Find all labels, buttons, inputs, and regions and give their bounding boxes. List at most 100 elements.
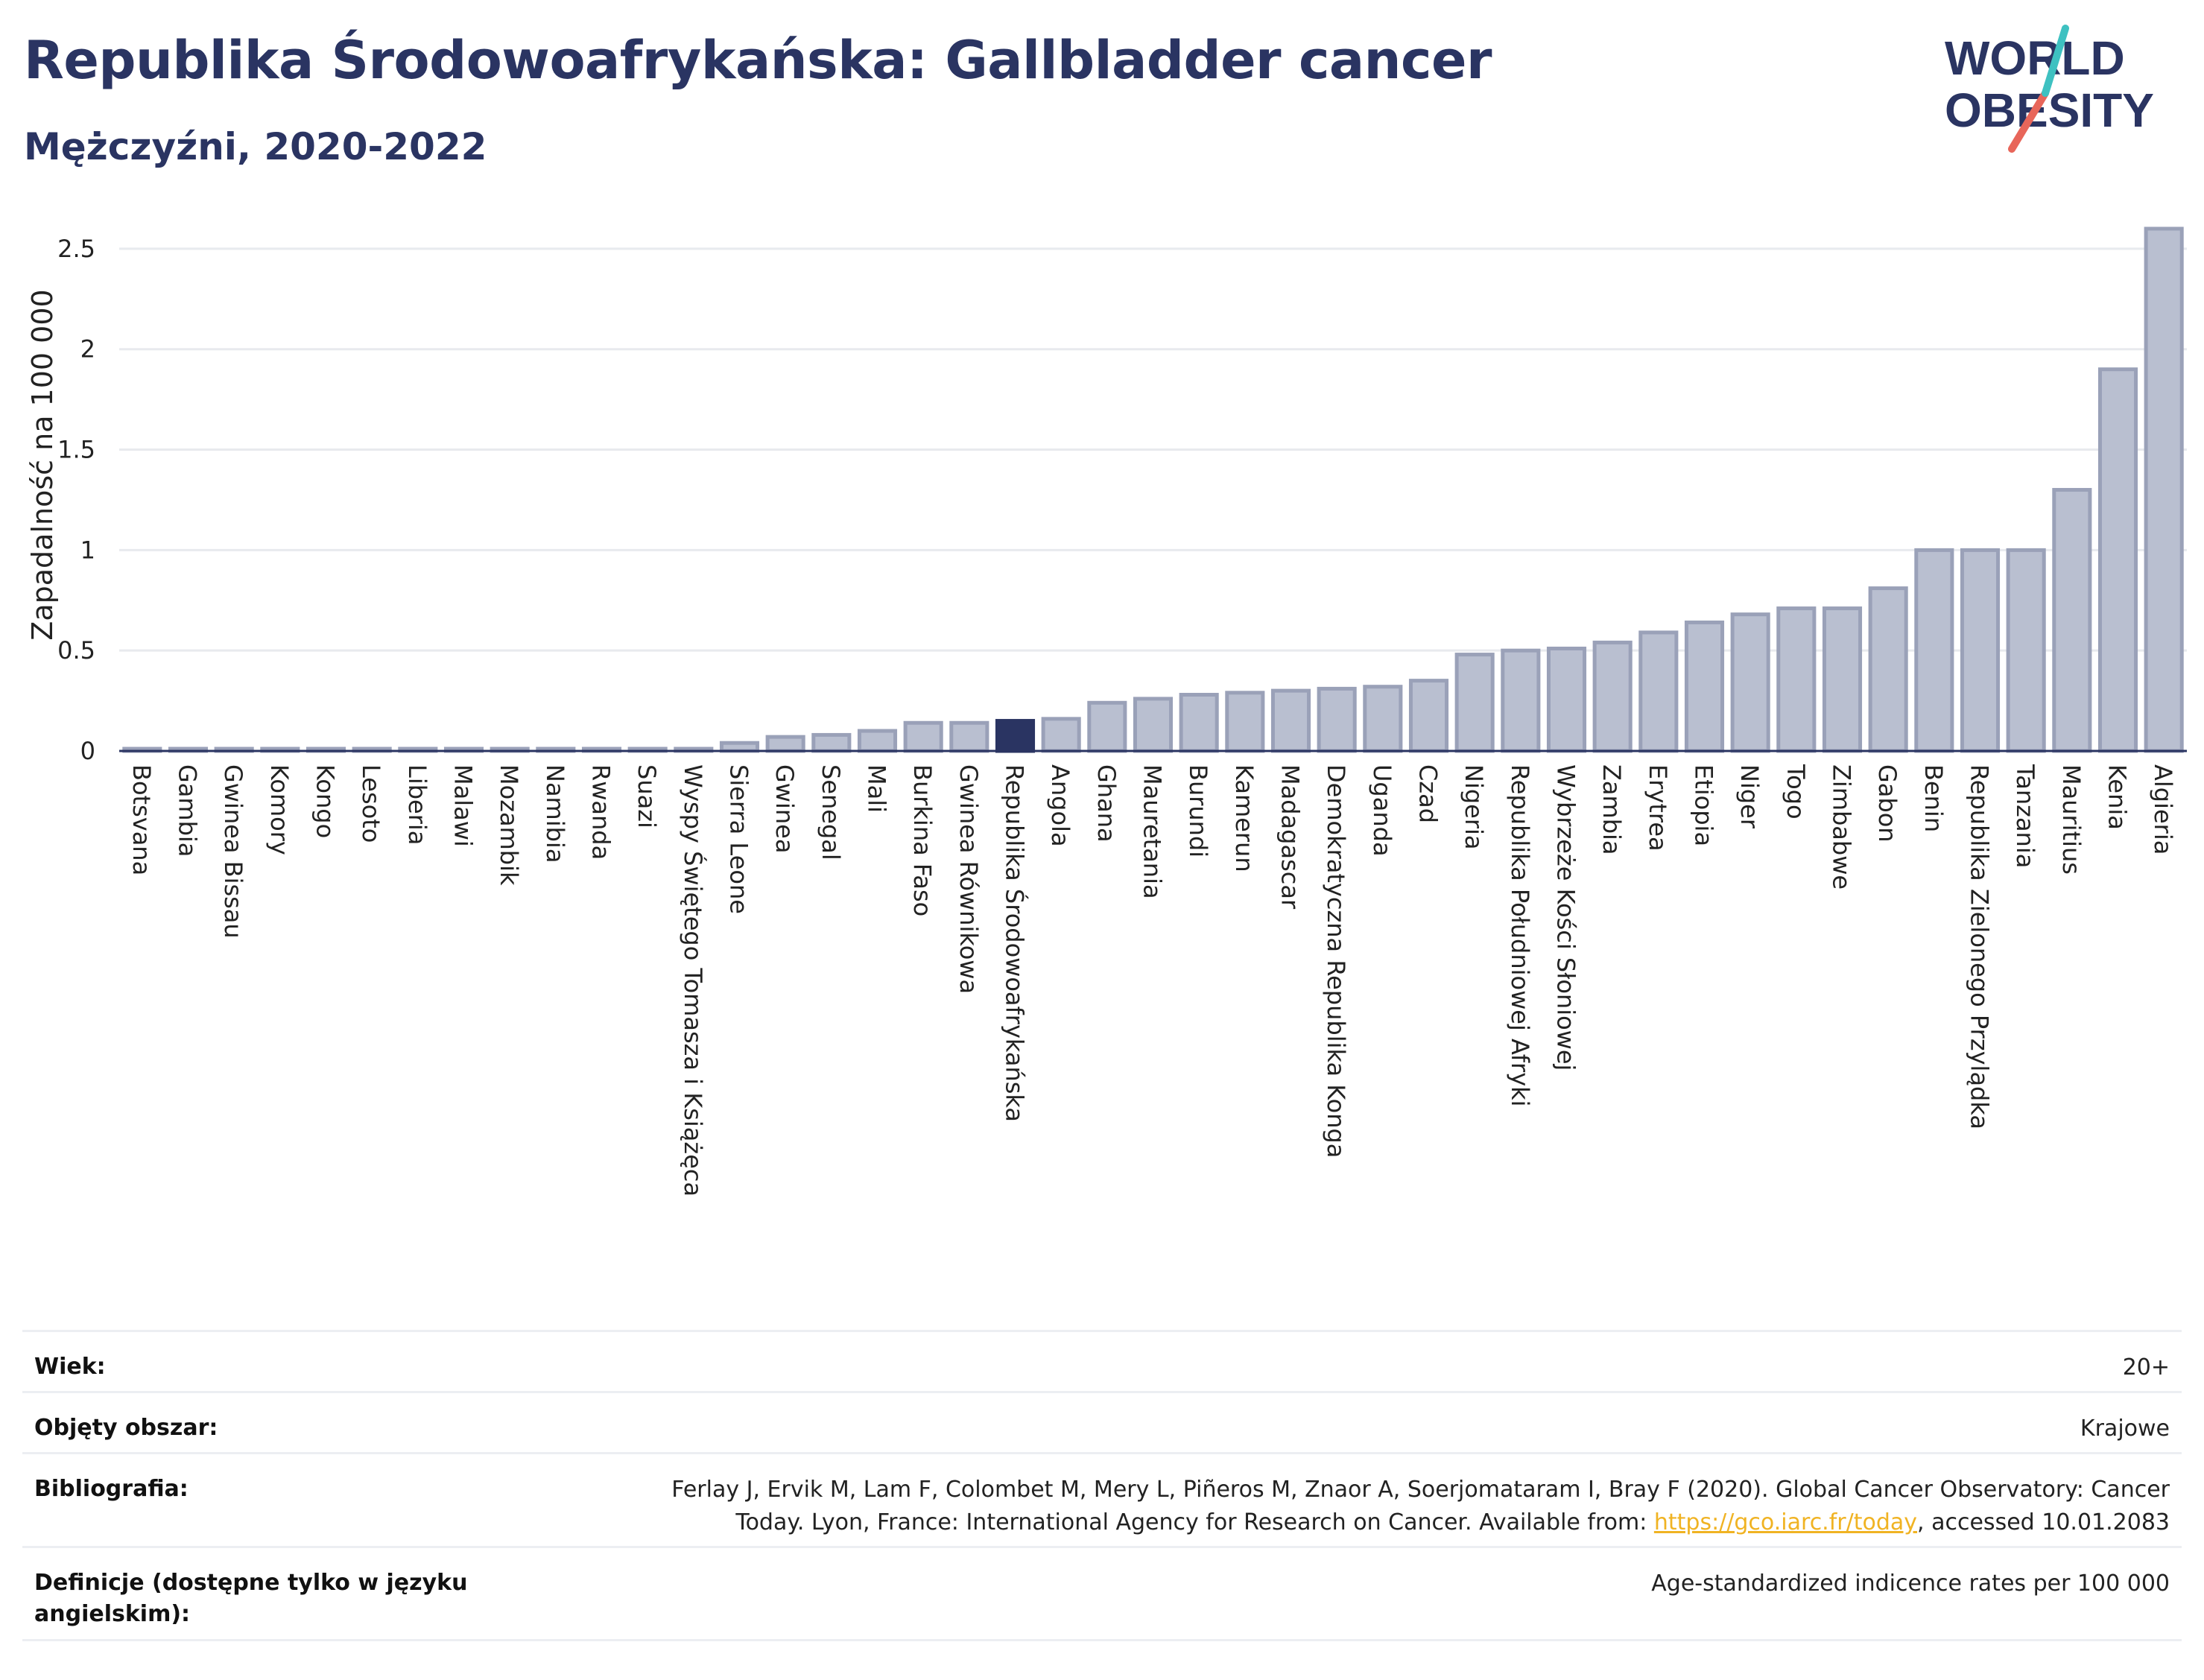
- bar: [1730, 612, 1770, 753]
- meta-row-definitions: Definicje (dostępne tylko w języku angie…: [22, 1546, 2182, 1641]
- bar-chart: 0 0.5 1 1.5 2 2.5 Zapadalność na 100 000 Botsva…: [26, 226, 2187, 1196]
- bar: [1776, 606, 1817, 753]
- x-tick-label: Algieria: [2149, 764, 2177, 855]
- bar: [2052, 487, 2092, 753]
- bar: [1133, 697, 1174, 753]
- x-tick-label: Mali: [863, 764, 891, 813]
- x-tick-label: Lesoto: [357, 764, 385, 843]
- bibliography-link[interactable]: https://gco.iarc.fr/today: [1653, 1509, 1918, 1535]
- x-tick-label: Republika Południowej Afryki: [1506, 764, 1534, 1107]
- bar: [1363, 685, 1403, 753]
- x-tick-label: Republika Zielonego Przylądka: [1966, 764, 1994, 1129]
- definitions-label: Definicje (dostępne tylko w języku angie…: [34, 1570, 468, 1627]
- x-tick-label: Zambia: [1597, 764, 1626, 855]
- definitions-value: Age-standardized indicence rates per 100…: [1651, 1570, 2170, 1597]
- bar: [1270, 688, 1311, 753]
- logo-slash-red: [2008, 89, 2049, 153]
- x-tick-label: Wybrzeże Kości Słoniowej: [1552, 764, 1580, 1071]
- bar: [857, 729, 898, 753]
- x-tick-label: Demokratyczna Republika Konga: [1322, 764, 1350, 1158]
- x-tick-label: Zimbabwe: [1828, 764, 1856, 890]
- x-tick-label: Etiopia: [1690, 764, 1718, 846]
- x-tick-label: Uganda: [1368, 764, 1396, 857]
- bar: [1960, 548, 2001, 753]
- x-tick-label: Niger: [1735, 764, 1764, 829]
- bar: [1501, 648, 1541, 753]
- bar: [1546, 646, 1587, 753]
- x-tick-label: Botsvana: [127, 764, 156, 875]
- x-tick-label: Gambia: [174, 764, 202, 857]
- bar: [1041, 717, 1081, 753]
- y-tick-label: 0: [80, 737, 95, 765]
- x-tick-label: Burkina Faso: [908, 764, 937, 916]
- x-tick-label: Rwanda: [587, 764, 615, 860]
- y-tick-label: 0.5: [57, 636, 95, 665]
- y-tick-label: 1.5: [57, 436, 95, 464]
- x-tick-label: Kenia: [2103, 764, 2132, 830]
- bar: [1408, 679, 1449, 753]
- bar: [2006, 548, 2046, 753]
- x-tick-label: Madagascar: [1276, 764, 1305, 910]
- bibliography-text-3: , accessed 10.01.2083: [1917, 1509, 2170, 1535]
- y-tick-label: 1: [80, 536, 95, 564]
- x-tick-label: Burundi: [1184, 764, 1212, 858]
- x-tick-label: Mozambik: [495, 764, 523, 886]
- bar: [2097, 367, 2138, 753]
- x-tick-label: Mauritius: [2057, 764, 2086, 875]
- bar: [1638, 630, 1679, 753]
- bibliography-label: Bibliografia:: [34, 1476, 189, 1502]
- x-tick-label: Gwinea Bissau: [219, 764, 247, 939]
- coverage-label: Objęty obszar:: [34, 1415, 218, 1441]
- bibliography-text-2: Today. Lyon, France: International Agenc…: [735, 1509, 1654, 1535]
- x-tick-label: Ghana: [1092, 764, 1121, 843]
- y-axis-label: Zapadalność na 100 000: [26, 289, 59, 640]
- bar: [949, 720, 989, 753]
- bibliography-value: Ferlay J, Ervik M, Lam F, Colombet M, Me…: [671, 1474, 2170, 1546]
- bar: [1179, 693, 1219, 753]
- bar: [1225, 691, 1265, 753]
- x-tick-label: Malawi: [449, 764, 478, 847]
- bar: [1684, 620, 1725, 753]
- x-tick-label: Wyspy Świętego Tomasza i Książęca: [679, 764, 708, 1196]
- x-tick-label: Senegal: [817, 764, 845, 860]
- x-tick-label: Benin: [1919, 764, 1948, 832]
- x-tick-label: Kongo: [311, 764, 340, 838]
- y-tick-label: 2: [80, 335, 95, 364]
- bar: [811, 732, 852, 753]
- x-tick-label: Republika Środowoafrykańska: [1001, 764, 1030, 1122]
- bar: [1822, 606, 1863, 753]
- x-tick-label: Liberia: [403, 764, 431, 845]
- bar: [995, 719, 1036, 753]
- bar: [719, 741, 760, 753]
- x-tick-label: Tanzania: [2011, 764, 2039, 868]
- logo-slash-teal: [2042, 25, 2069, 97]
- meta-row-age: Wiek: 20+: [22, 1330, 2182, 1391]
- bar: [765, 735, 805, 753]
- logo-line1: WORLD: [1945, 31, 2125, 85]
- x-tick-label: Togo: [1782, 764, 1810, 820]
- meta-row-bibliography: Bibliografia: Ferlay J, Ervik M, Lam F, …: [22, 1452, 2182, 1546]
- meta-row-coverage: Objęty obszar: Krajowe: [22, 1391, 2182, 1452]
- x-tick-label: Komory: [265, 764, 294, 855]
- bar: [1454, 653, 1495, 753]
- bar: [1592, 640, 1633, 753]
- world-obesity-logo: WORLD OBESITY: [1945, 25, 2154, 153]
- page-subtitle: Mężczyźni, 2020-2022: [24, 125, 487, 168]
- x-tick-label: Gwinea Równikowa: [954, 764, 983, 994]
- x-tick-label: Suazi: [633, 764, 661, 828]
- bar: [2144, 226, 2184, 753]
- bar: [1087, 700, 1127, 753]
- x-tick-label: Sierra Leone: [725, 764, 753, 914]
- metadata-table: Wiek: 20+ Objęty obszar: Krajowe Bibliog…: [22, 1330, 2182, 1641]
- coverage-value: Krajowe: [2080, 1416, 2170, 1442]
- y-tick-label: 2.5: [57, 235, 95, 263]
- bar: [1914, 548, 1954, 753]
- age-label: Wiek:: [34, 1354, 106, 1380]
- x-tick-label: Angola: [1046, 764, 1074, 847]
- x-tick-label: Kamerun: [1230, 764, 1258, 872]
- page-title: Republika Środowoafrykańska: Gallbladder…: [24, 30, 1492, 91]
- x-tick-label: Erytrea: [1644, 764, 1672, 852]
- x-tick-label: Mauretania: [1139, 764, 1167, 899]
- bar: [1868, 586, 1908, 753]
- age-value: 20+: [2122, 1354, 2170, 1381]
